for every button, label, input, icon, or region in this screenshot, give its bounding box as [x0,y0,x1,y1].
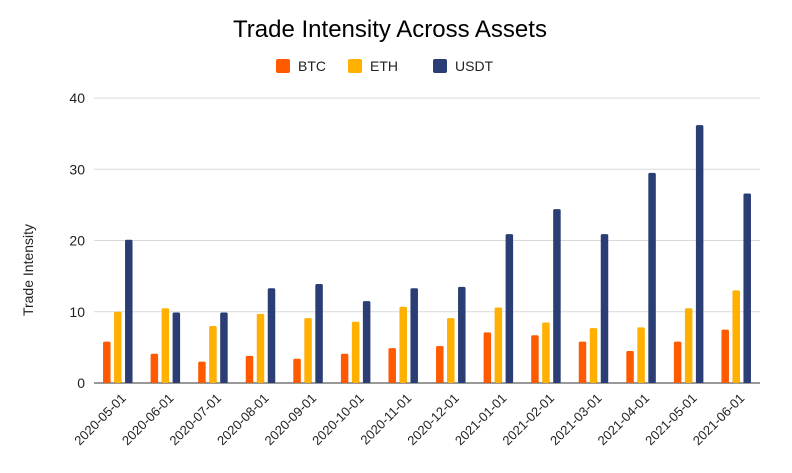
bar-eth [304,318,312,383]
bar-usdt [648,172,656,383]
x-tick-label: 2021-06-01 [690,391,748,449]
bar-btc [721,329,729,383]
bar-btc [483,332,492,383]
bar-btc [103,341,111,383]
bars [103,125,751,383]
bar-eth [542,322,550,383]
legend-label-eth: ETH [370,58,398,74]
bar-eth [684,308,693,383]
bar-usdt [553,209,561,383]
bar-usdt [695,125,704,383]
bar-usdt [267,288,276,383]
bar-btc [436,345,444,383]
legend-swatch-btc [276,59,290,73]
bar-btc [388,348,396,383]
bar-eth [114,311,122,383]
bar-eth [351,321,360,383]
x-axis-ticks: 2020-05-012020-06-012020-07-012020-08-01… [71,391,747,449]
bar-eth [256,313,265,383]
bar-eth [732,290,740,383]
bar-eth [589,328,598,383]
y-axis-label: Trade Intensity [20,224,36,316]
y-tick-label: 10 [69,304,85,320]
legend: BTC ETH USDT [276,58,494,74]
bar-btc [531,335,539,383]
bar-btc [293,358,301,383]
bar-usdt [410,288,418,383]
bar-btc [198,361,206,383]
legend-swatch-usdt [433,59,447,73]
legend-label-usdt: USDT [455,58,494,74]
bar-usdt [172,312,181,383]
bar-eth [494,307,503,383]
bar-btc [578,341,587,383]
bar-usdt [600,234,609,383]
grid [94,97,760,384]
x-tick-label: 2020-10-01 [309,391,367,449]
bar-btc [340,353,349,383]
bar-btc [626,350,634,383]
bar-eth [209,326,217,383]
bar-usdt [125,239,133,383]
y-axis-ticks: 0 10 20 30 40 [69,90,85,391]
bar-usdt [743,193,751,383]
chart-title: Trade Intensity Across Assets [233,16,547,43]
bar-usdt [458,286,466,383]
bar-eth [161,308,170,383]
bar-eth [447,318,455,383]
bar-eth [637,327,645,383]
bar-btc [150,353,159,383]
legend-label-btc: BTC [298,58,326,74]
bar-usdt [505,234,514,383]
bar-usdt [362,301,371,383]
bar-btc [245,355,254,383]
y-tick-label: 20 [69,233,85,249]
y-tick-label: 30 [69,161,85,177]
y-tick-label: 0 [77,375,85,391]
y-tick-label: 40 [69,90,85,106]
bar-btc [673,341,682,383]
legend-swatch-eth [348,59,362,73]
bar-eth [399,306,407,383]
bar-usdt [220,312,228,383]
bar-usdt [315,283,323,383]
